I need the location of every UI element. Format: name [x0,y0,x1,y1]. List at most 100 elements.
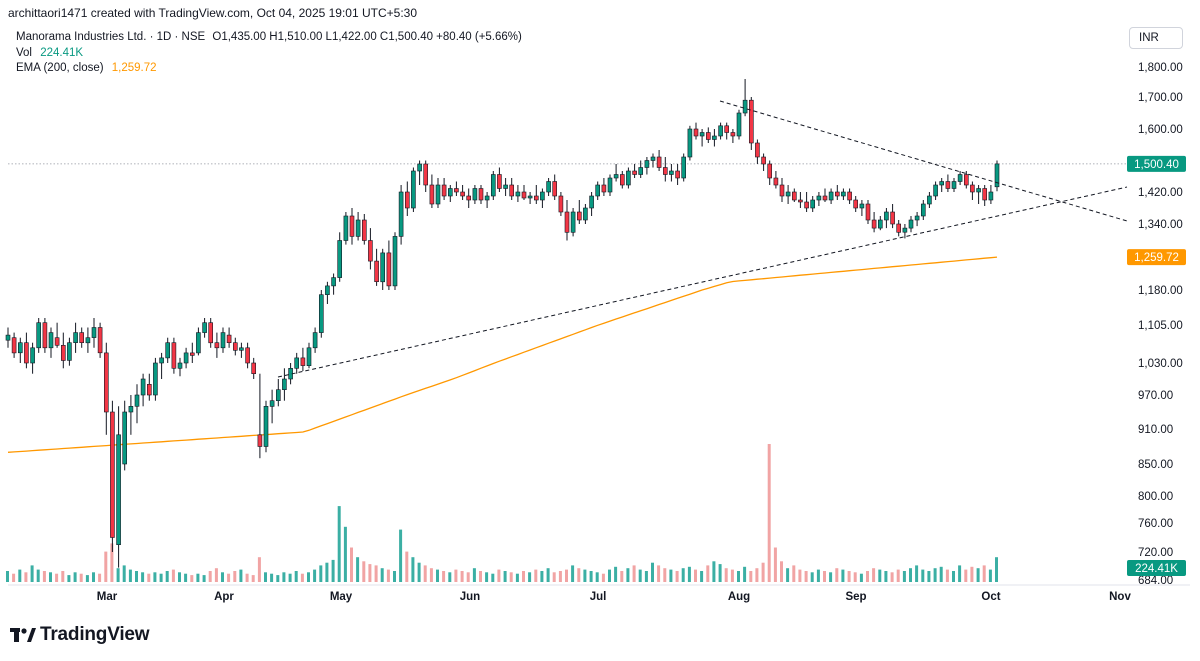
volume-bar [12,573,16,582]
candle [810,196,816,212]
candle [552,174,558,200]
y-tick-label: 1,105.00 [1138,320,1183,332]
candle [558,192,564,216]
volume-bar [460,571,464,582]
volume-bar [300,573,304,582]
candle [705,127,711,143]
volume-bar [565,569,568,582]
volume-bar [773,547,777,582]
last-price-label: 1,500.40 [1127,155,1186,172]
volume-bar [36,569,40,582]
y-tick-label: 1,030.00 [1138,358,1183,370]
candle [656,150,662,171]
volume-bar [110,543,114,582]
volume-bar [896,569,900,582]
candle [306,342,312,369]
volume-bar [503,571,507,582]
volume-bar [841,569,845,582]
candle [497,167,502,192]
candle [976,185,981,204]
volume-bar [73,572,77,582]
candle [890,204,895,229]
volume-bar [282,572,286,582]
candle [957,171,963,185]
volume-bar [135,571,138,582]
tradingview-logo[interactable]: TradingView [10,624,150,646]
candle [902,224,908,239]
ema-line [7,256,998,453]
candle [159,352,164,379]
candle [779,178,785,202]
candle [540,188,545,208]
volume-bar [104,551,108,582]
volume-bar [497,569,501,582]
y-tick-label: 1,700.00 [1138,92,1183,104]
candle [196,327,201,356]
candle [54,322,60,348]
candle [509,178,515,200]
volume-bar [171,569,175,582]
y-tick-label: 910.00 [1138,424,1173,436]
candle [748,97,754,150]
legend-vol-row: Vol 224.41K [16,46,522,62]
volume-bar [147,573,151,582]
y-axis: 1,800.00 1,700.00 1,600.00 1,420.00 1,340.00… [1138,62,1183,587]
volume-bar [325,562,329,582]
candle [570,208,576,237]
candle [411,167,416,212]
candle [275,379,281,407]
volume-bar [417,562,421,582]
candle [982,185,988,206]
volume-bar [571,565,575,582]
vol-value: 224.41K [40,46,84,59]
candle [877,216,883,231]
y-tick-label: 684.00 [1138,575,1173,587]
falling-trendline [719,100,1128,222]
volume-bar [988,569,992,582]
candle [386,240,392,290]
candle [951,178,957,192]
volume-bar [466,572,470,582]
candle [466,188,472,208]
volume-bar [829,572,833,582]
volume-bar [577,568,581,582]
volume-bar [798,569,802,582]
ohlc-values: O1,435.00 H1,510.00 L1,422.00 C1,500.40 … [212,31,522,43]
rising-trendline [277,186,1128,378]
candle [798,192,803,208]
candle [454,181,459,196]
candle [183,347,189,369]
volume-bar [202,575,206,582]
volume-bar [601,573,605,582]
currency-button[interactable]: INR [1129,27,1183,49]
candle [30,342,35,374]
volume-bar [816,569,820,582]
candle [847,188,852,204]
candle [122,400,127,471]
volume-bar [761,562,765,582]
candle [245,342,250,369]
volume-bar [294,571,298,582]
volume-bar [675,571,679,582]
volume-bar [196,573,200,582]
ema-value: 1,259.72 [111,62,157,74]
volume-bar [454,569,458,582]
volume-bar [393,571,396,582]
volume-bar [755,568,759,582]
x-tick-label: Jun [460,591,480,603]
candle [67,337,72,366]
candle [190,342,195,363]
volume-bar [436,569,439,582]
volume-bar [552,572,556,582]
svg-text:1,500.40: 1,500.40 [1134,159,1179,171]
candle [447,185,453,202]
volume-bar [411,557,415,582]
candle [601,178,607,196]
volume-bar [208,571,212,582]
volume-bar [227,573,231,582]
candle [718,122,723,140]
candle [896,220,902,237]
volume-bar [528,572,532,582]
x-tick-label: Aug [728,591,750,603]
